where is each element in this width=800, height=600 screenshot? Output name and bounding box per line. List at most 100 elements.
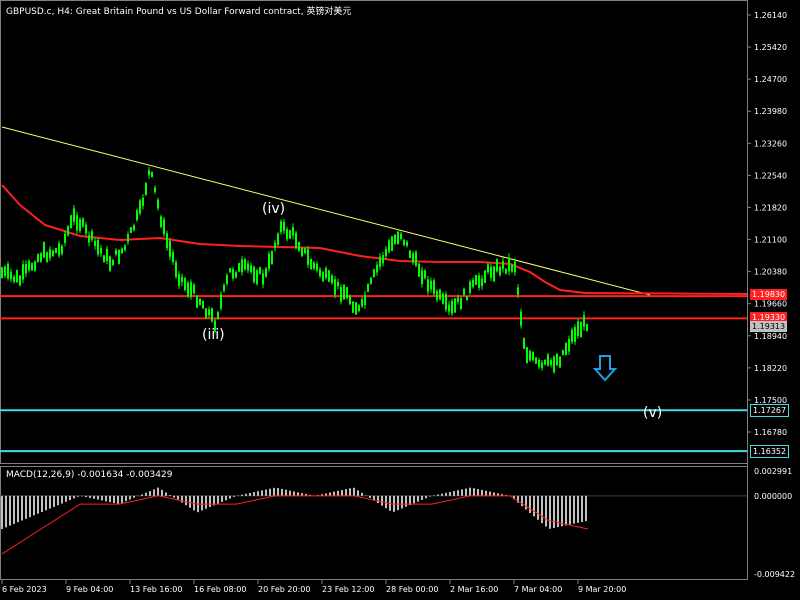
candle-body <box>148 170 150 176</box>
macd-bar <box>169 494 171 496</box>
candle-body <box>256 270 258 284</box>
candle-body <box>490 266 492 278</box>
candle-body <box>391 236 393 251</box>
macd-bar <box>1 495 3 530</box>
candle-body <box>178 274 180 286</box>
candle-body <box>445 293 447 310</box>
price-tick-label: 1.23260 <box>754 139 787 148</box>
candle-body <box>220 293 222 309</box>
candle-body <box>403 240 405 245</box>
candle-body <box>499 266 501 276</box>
candle-body <box>505 269 507 274</box>
candle-body <box>475 274 477 285</box>
macd-bar <box>141 494 143 496</box>
macd-bar <box>429 495 431 497</box>
macd-bar <box>89 495 91 498</box>
candle-body <box>580 321 582 338</box>
candle-body <box>439 289 441 300</box>
macd-bar <box>361 492 363 496</box>
macd-bar <box>161 489 163 496</box>
candle-body <box>271 251 273 264</box>
macd-bar <box>385 495 387 509</box>
candle-body <box>37 253 39 262</box>
price-tag-target1: 1.17267 <box>750 404 790 417</box>
macd-bar <box>53 495 55 507</box>
candle-body <box>346 287 348 299</box>
candle-body <box>472 279 474 287</box>
candle-body <box>415 251 417 266</box>
candle-body <box>16 270 18 283</box>
macd-bar <box>117 495 119 504</box>
candle-body <box>79 219 81 231</box>
macd-bar <box>57 495 59 506</box>
macd-bar <box>373 495 375 501</box>
candle-body <box>583 315 585 327</box>
macd-bar <box>533 495 535 517</box>
macd-bar <box>201 495 203 511</box>
candle-body <box>55 247 57 254</box>
candle-body <box>568 339 570 352</box>
macd-bar <box>409 495 411 506</box>
macd-title: MACD(12,26,9) -0.001634 -0.003429 <box>6 470 173 480</box>
macd-bar <box>205 495 207 509</box>
candle-body <box>193 284 195 294</box>
time-tick-label: 20 Feb 20:00 <box>258 585 310 594</box>
candle-body <box>454 298 456 313</box>
trendline <box>1 126 651 296</box>
candle-body <box>52 250 54 257</box>
macd-bar <box>49 495 51 509</box>
macd-bar <box>573 495 575 524</box>
candle-body <box>31 263 33 271</box>
candle-body <box>427 279 429 292</box>
candle-body <box>190 282 192 297</box>
candle-body <box>400 233 402 239</box>
candle-body <box>433 280 435 294</box>
candle-body <box>166 233 168 249</box>
macd-bar <box>581 495 583 522</box>
candle-body <box>19 275 21 286</box>
candle-body <box>157 199 159 209</box>
candle-body <box>565 343 567 355</box>
time-tick-label: 9 Mar 20:00 <box>578 585 626 594</box>
macd-bar <box>109 495 111 503</box>
candle-body <box>250 265 252 272</box>
macd-bar <box>497 493 499 496</box>
candle-body <box>34 261 36 271</box>
candle-body <box>46 252 48 262</box>
price-tick-label: 1.26140 <box>754 11 787 20</box>
candle-body <box>154 187 156 192</box>
moving-average <box>1 184 748 295</box>
candle-body <box>61 245 63 254</box>
macd-bar <box>145 492 147 496</box>
macd-bar <box>333 491 335 496</box>
time-tick-label: 7 Mar 04:00 <box>514 585 562 594</box>
macd-bar <box>213 495 215 506</box>
candle-body <box>313 262 315 269</box>
candle-body <box>115 250 117 255</box>
macd-bar <box>285 489 287 496</box>
macd-bar <box>233 495 235 497</box>
candle-body <box>385 249 387 257</box>
candle-body <box>481 278 483 287</box>
candle-body <box>466 296 468 301</box>
candle-body <box>424 270 426 279</box>
candle-body <box>319 269 321 276</box>
wave-label-iii: (iii) <box>202 327 225 343</box>
time-tick-label: 28 Feb 00:00 <box>386 585 438 594</box>
candle-body <box>541 362 543 369</box>
macd-bar <box>229 495 231 499</box>
macd-bar <box>329 492 331 496</box>
candle-body <box>442 293 444 304</box>
candle-body <box>40 253 42 262</box>
candle-body <box>418 263 420 277</box>
macd-bar <box>469 487 471 496</box>
macd-bar <box>457 490 459 496</box>
macd-bar <box>13 495 15 524</box>
macd-bar <box>301 493 303 496</box>
candle-body <box>274 242 276 249</box>
macd-bar <box>21 495 23 521</box>
macd-bar <box>517 495 519 503</box>
macd-bar <box>537 495 539 520</box>
macd-bar <box>541 495 543 524</box>
